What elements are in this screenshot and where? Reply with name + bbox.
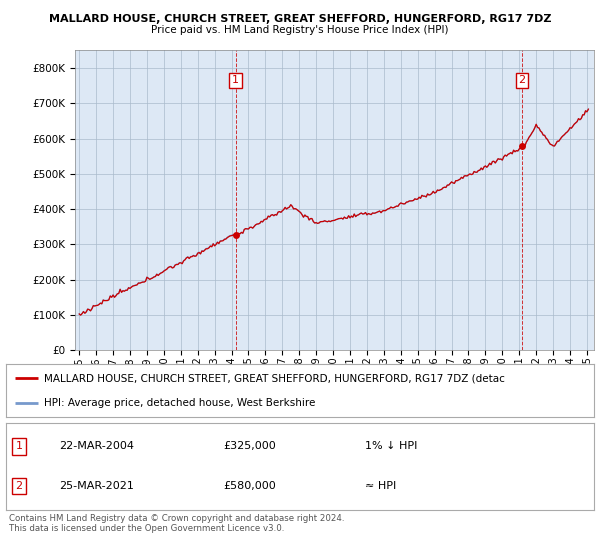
Text: £325,000: £325,000: [224, 441, 277, 451]
Text: MALLARD HOUSE, CHURCH STREET, GREAT SHEFFORD, HUNGERFORD, RG17 7DZ (detac: MALLARD HOUSE, CHURCH STREET, GREAT SHEF…: [44, 374, 505, 384]
Text: ≈ HPI: ≈ HPI: [365, 481, 396, 491]
Text: 22-MAR-2004: 22-MAR-2004: [59, 441, 134, 451]
Text: Price paid vs. HM Land Registry's House Price Index (HPI): Price paid vs. HM Land Registry's House …: [151, 25, 449, 35]
Text: Contains HM Land Registry data © Crown copyright and database right 2024.
This d: Contains HM Land Registry data © Crown c…: [9, 514, 344, 534]
Text: £580,000: £580,000: [224, 481, 277, 491]
Text: 1: 1: [232, 76, 239, 85]
Text: 1% ↓ HPI: 1% ↓ HPI: [365, 441, 417, 451]
Text: 2: 2: [518, 76, 526, 85]
Text: 25-MAR-2021: 25-MAR-2021: [59, 481, 134, 491]
Text: MALLARD HOUSE, CHURCH STREET, GREAT SHEFFORD, HUNGERFORD, RG17 7DZ: MALLARD HOUSE, CHURCH STREET, GREAT SHEF…: [49, 14, 551, 24]
Text: 2: 2: [16, 481, 22, 491]
Text: 1: 1: [16, 441, 22, 451]
Text: HPI: Average price, detached house, West Berkshire: HPI: Average price, detached house, West…: [44, 398, 316, 408]
